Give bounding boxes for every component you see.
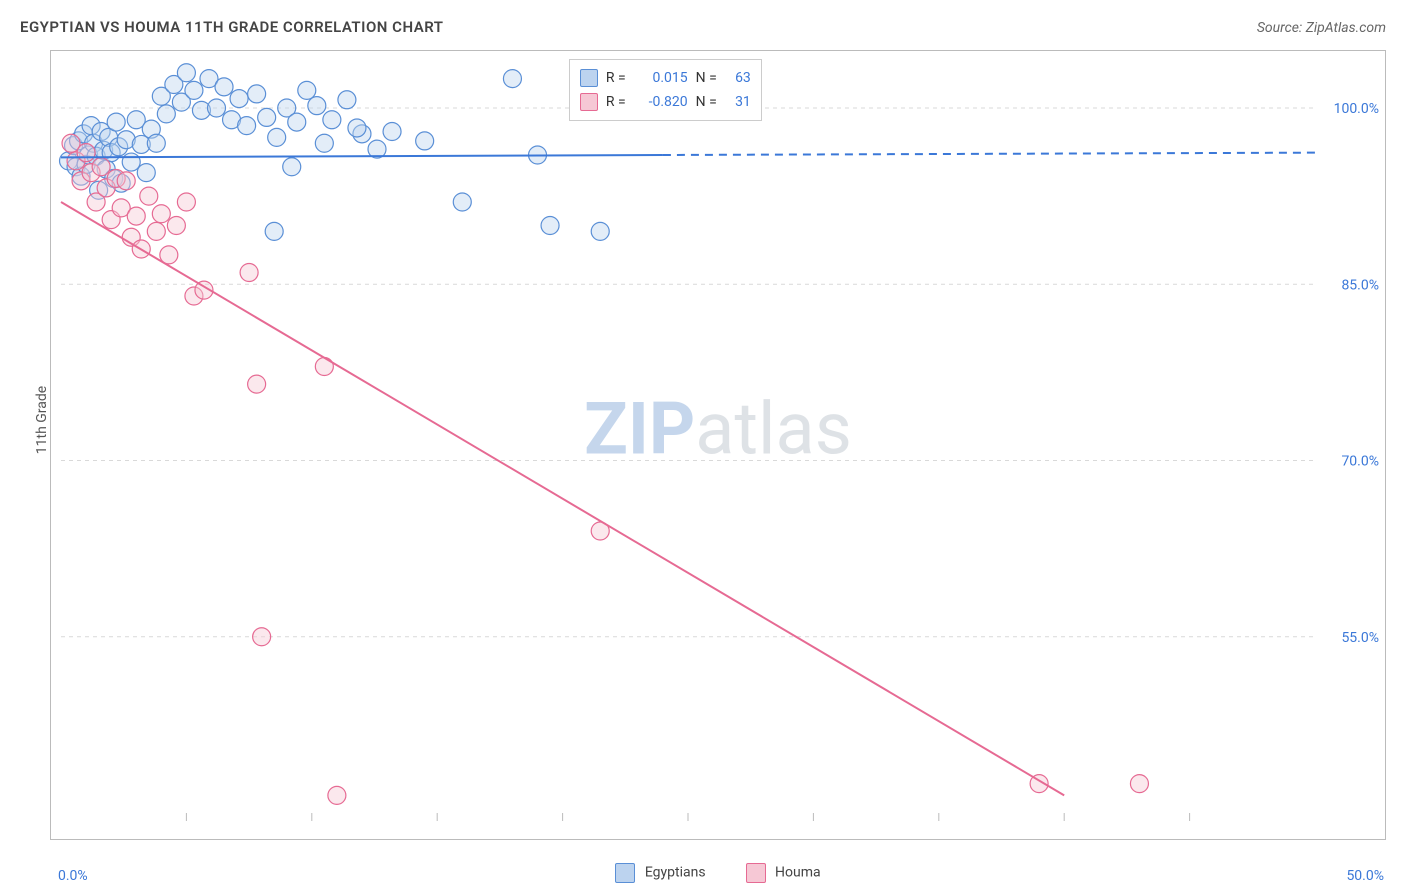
stats-n: N = 31 [696, 94, 751, 110]
stats-row: R = 0.015 N = 63 [580, 66, 751, 90]
legend-swatch-egyptians [615, 863, 635, 883]
svg-text:70.0%: 70.0% [1341, 454, 1379, 470]
chart-title: EGYPTIAN VS HOUMA 11TH GRADE CORRELATION… [20, 18, 444, 36]
stats-swatch [580, 93, 598, 111]
stats-n: N = 63 [696, 70, 751, 86]
y-axis-label: 11th Grade [34, 386, 50, 454]
svg-text:100.0%: 100.0% [1334, 101, 1379, 117]
legend-swatch-houma [746, 863, 766, 883]
stats-swatch [580, 69, 598, 87]
stats-r: R = -0.820 [606, 94, 688, 110]
svg-text:55.0%: 55.0% [1341, 630, 1379, 646]
legend-item-egyptians: Egyptians [615, 863, 705, 883]
legend-label-egyptians: Egyptians [645, 865, 706, 881]
source-label: Source: ZipAtlas.com [1257, 20, 1386, 36]
plot-svg: 55.0% 70.0% 85.0% 100.0% [51, 51, 1387, 841]
stats-legend-box: R = 0.015 N = 63 R = -0.820 N = 31 [569, 59, 762, 121]
chart-container: EGYPTIAN VS HOUMA 11TH GRADE CORRELATION… [0, 0, 1406, 892]
svg-text:85.0%: 85.0% [1341, 277, 1379, 293]
series-legend: Egyptians Houma [50, 860, 1386, 886]
plot-area: 55.0%70.0%85.0%100.0% ZIPatlas R = 0.015… [50, 50, 1386, 840]
stats-r: R = 0.015 [606, 70, 688, 86]
title-row: EGYPTIAN VS HOUMA 11TH GRADE CORRELATION… [20, 18, 1386, 36]
stats-row: R = -0.820 N = 31 [580, 90, 751, 114]
legend-label-houma: Houma [775, 865, 821, 881]
legend-item-houma: Houma [746, 863, 821, 883]
